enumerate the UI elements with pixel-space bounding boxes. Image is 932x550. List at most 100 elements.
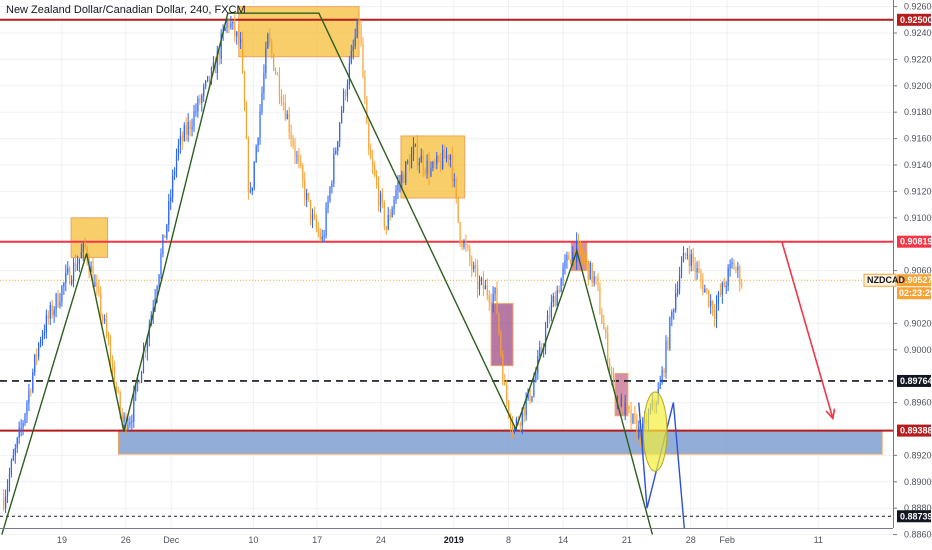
candle-body	[238, 31, 240, 43]
candle-body	[432, 162, 434, 169]
candle-body	[727, 267, 729, 286]
candle-body	[700, 272, 702, 281]
candle-body	[723, 282, 725, 288]
candle-body	[240, 39, 242, 43]
candle-body	[706, 288, 708, 291]
candle-body	[218, 51, 220, 59]
candle-body	[630, 408, 632, 424]
candle-body	[241, 39, 244, 73]
candle-body	[140, 371, 143, 384]
candle-body	[677, 288, 679, 293]
candle-body	[205, 81, 207, 87]
candle-body	[391, 208, 393, 217]
candle-body	[403, 174, 405, 183]
candle-body	[206, 75, 209, 82]
candle-body	[129, 422, 131, 425]
candle-body	[663, 369, 665, 373]
x-tick-label: 26	[121, 535, 131, 545]
candle-body	[414, 144, 417, 146]
candle-body	[673, 310, 675, 312]
candle-body	[329, 187, 331, 201]
level-badge-bg	[897, 13, 931, 26]
candle-body	[684, 252, 687, 256]
candle-body	[620, 396, 622, 407]
candle-body	[307, 193, 310, 200]
candle-body	[642, 423, 644, 444]
candle-body	[121, 413, 123, 422]
candle-body	[354, 37, 356, 47]
candle-body	[251, 187, 253, 191]
x-tick-label: 8	[506, 535, 511, 545]
highlight-box	[70, 217, 109, 258]
candle-body	[579, 241, 582, 253]
candle-body	[741, 284, 743, 286]
candle-body	[506, 385, 508, 401]
candle-body	[473, 265, 475, 270]
trend-lines	[1, 12, 836, 535]
candle-body	[519, 423, 521, 426]
candle-body	[290, 132, 292, 140]
candle-body	[210, 68, 213, 83]
candle-body	[702, 280, 704, 293]
candle-body	[74, 262, 77, 270]
candle-body	[255, 146, 257, 163]
candle-body	[638, 426, 640, 438]
candle-body	[45, 315, 47, 333]
candle-body	[109, 343, 112, 364]
candle-body	[597, 277, 599, 289]
candle-body	[105, 319, 108, 336]
candle-body	[243, 72, 246, 110]
candle-body	[438, 156, 440, 161]
candle-body	[201, 95, 203, 104]
candle-body	[457, 197, 459, 223]
chart-title: New Zealand Dollar/Canadian Dollar, 240,…	[6, 4, 246, 16]
candle-body	[704, 288, 706, 293]
candle-body	[459, 222, 461, 243]
level-badge: 0.89388	[900, 426, 932, 436]
candle-body	[284, 103, 286, 120]
candle-body	[259, 111, 261, 139]
candle-body	[38, 343, 40, 357]
candle-body	[731, 262, 733, 265]
candle-body	[253, 162, 255, 188]
candle-body	[313, 214, 316, 219]
candle-body	[622, 396, 624, 415]
candle-body	[341, 110, 343, 123]
candle-body	[92, 265, 94, 287]
candle-body	[339, 122, 341, 142]
candle-body	[383, 202, 385, 227]
candle-body	[148, 325, 150, 340]
candle-body	[558, 290, 560, 293]
candle-body	[449, 155, 451, 160]
candle-body	[72, 262, 75, 282]
candle-body	[544, 328, 547, 348]
candle-body	[249, 190, 251, 192]
candle-body	[498, 313, 500, 333]
candle-body	[32, 372, 34, 392]
candle-body	[546, 315, 549, 329]
candle-body	[4, 496, 7, 509]
candle-body	[634, 413, 636, 419]
candle-body	[605, 329, 607, 334]
candle-body	[443, 149, 446, 159]
candle-body	[20, 427, 22, 429]
x-tick-label: 14	[558, 535, 568, 545]
candle-body	[146, 339, 148, 352]
candle-body	[564, 260, 566, 268]
candle-body	[665, 340, 667, 373]
candle-body	[372, 158, 374, 167]
candle-body	[577, 240, 580, 242]
candle-body	[172, 175, 174, 198]
candle-body	[164, 234, 166, 238]
x-tick-label: Feb	[719, 535, 735, 545]
candle-body	[107, 335, 110, 344]
candle-body	[30, 390, 32, 392]
candle-body	[80, 252, 82, 259]
candle-body	[463, 241, 465, 248]
level-badge: 0.92500	[900, 15, 932, 25]
